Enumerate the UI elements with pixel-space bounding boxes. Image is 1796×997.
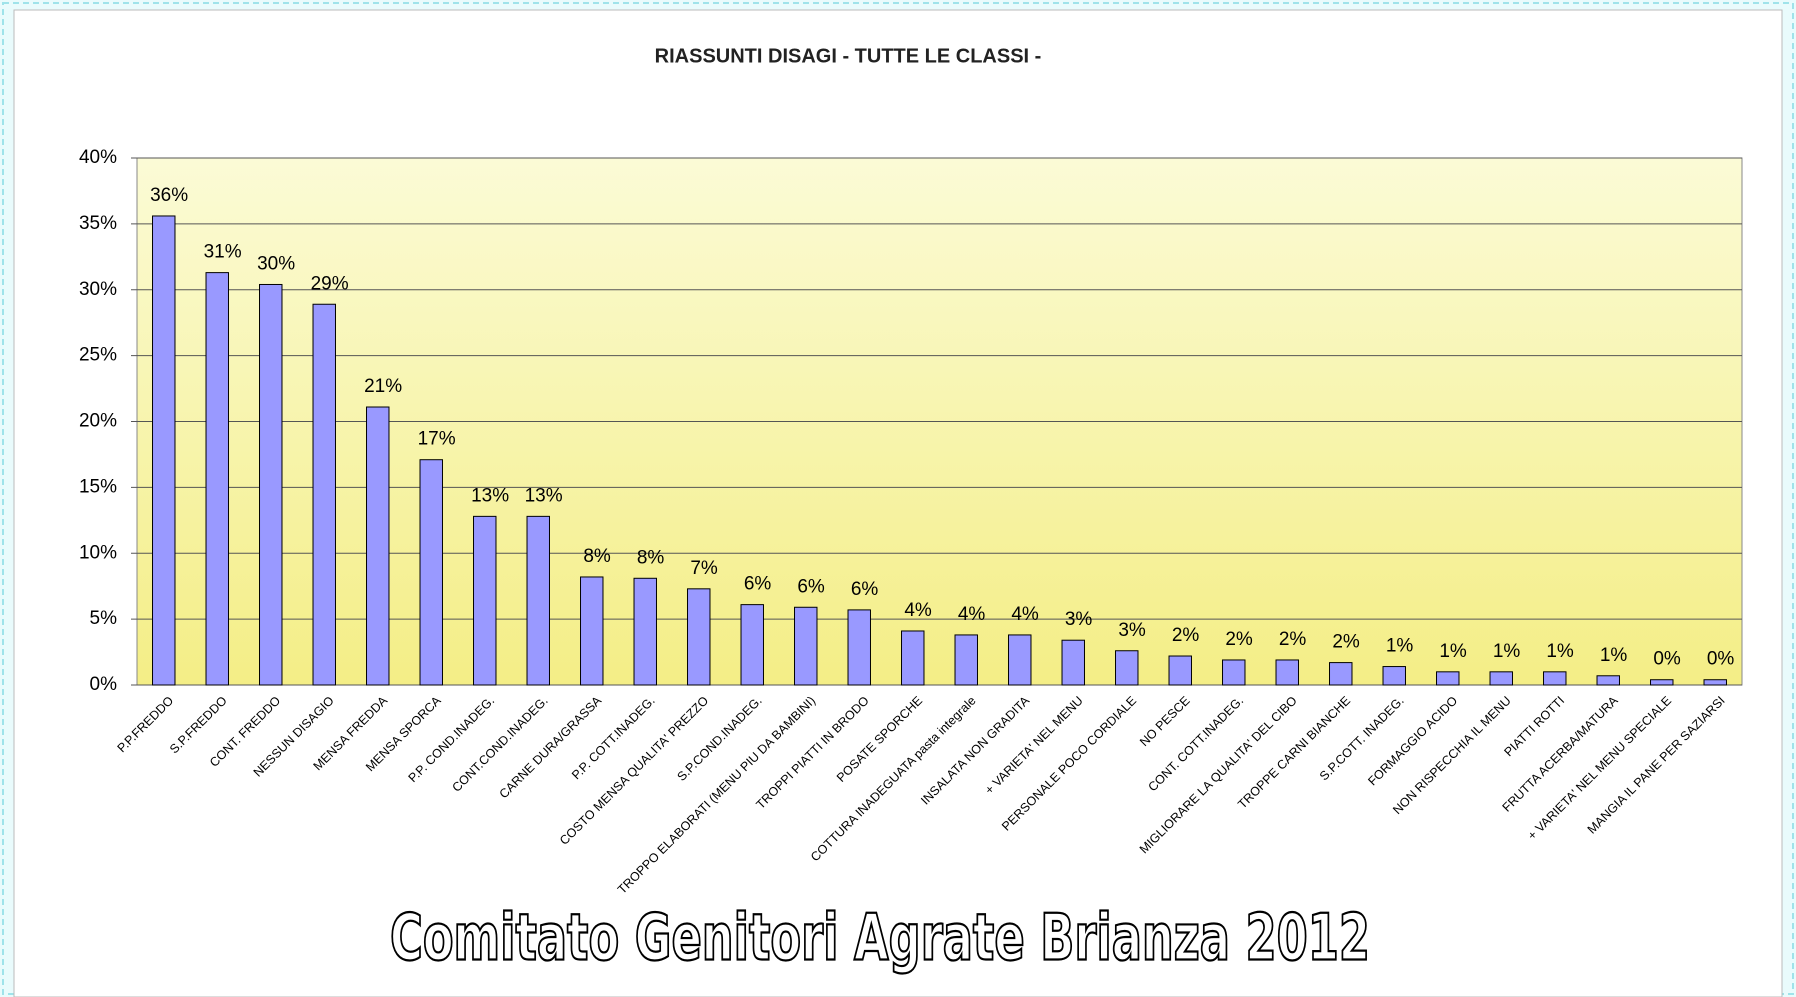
value-label: 17% bbox=[418, 429, 456, 450]
bar bbox=[1382, 666, 1406, 686]
chart-title: RIASSUNTI DISAGI - TUTTE LE CLASSI - bbox=[655, 45, 1042, 67]
value-label: 2% bbox=[1225, 629, 1253, 650]
value-label: 2% bbox=[1279, 629, 1307, 650]
value-label: 21% bbox=[364, 376, 402, 397]
bar bbox=[1115, 650, 1139, 686]
value-label: 1% bbox=[1386, 636, 1414, 657]
bar bbox=[1650, 679, 1674, 686]
bar bbox=[740, 604, 764, 686]
bar bbox=[633, 577, 657, 686]
value-label: 13% bbox=[525, 485, 563, 506]
value-label: 8% bbox=[637, 547, 665, 568]
bar bbox=[1489, 671, 1513, 686]
bar bbox=[1703, 679, 1727, 686]
y-tick-label: 35% bbox=[79, 213, 117, 234]
value-label: 1% bbox=[1600, 645, 1628, 666]
bar bbox=[580, 576, 604, 686]
bar bbox=[1222, 659, 1246, 686]
value-label: 0% bbox=[1653, 649, 1681, 670]
bar bbox=[954, 634, 978, 686]
value-label: 4% bbox=[958, 604, 986, 625]
y-tick-label: 40% bbox=[79, 147, 117, 168]
bar bbox=[526, 515, 550, 686]
bar bbox=[847, 609, 871, 686]
value-label: 0% bbox=[1707, 649, 1735, 670]
y-tick-label: 5% bbox=[90, 608, 118, 629]
value-label: 7% bbox=[690, 558, 718, 579]
value-label: 3% bbox=[1118, 620, 1146, 641]
bar bbox=[312, 303, 336, 686]
value-label: 31% bbox=[204, 242, 242, 263]
footer: Comitato Genitori Agrate Brianza 2012 bbox=[390, 902, 1370, 976]
y-tick-label: 15% bbox=[79, 476, 117, 497]
bar bbox=[1329, 662, 1353, 686]
value-label: 2% bbox=[1172, 625, 1200, 646]
bar bbox=[205, 272, 229, 686]
bar bbox=[366, 406, 390, 686]
bar bbox=[1008, 634, 1032, 686]
bar bbox=[687, 588, 711, 686]
bar bbox=[794, 606, 818, 686]
value-label: 6% bbox=[851, 579, 879, 600]
bar bbox=[1061, 639, 1085, 686]
bar bbox=[1543, 671, 1567, 686]
value-label: 8% bbox=[583, 546, 611, 567]
value-label: 36% bbox=[150, 185, 188, 206]
y-tick-label: 10% bbox=[79, 542, 117, 563]
bar bbox=[259, 283, 283, 686]
bar bbox=[1596, 675, 1620, 686]
value-label: 6% bbox=[744, 574, 772, 595]
bar bbox=[901, 630, 925, 686]
bar bbox=[1436, 671, 1460, 686]
value-label: 13% bbox=[471, 485, 509, 506]
y-tick-label: 20% bbox=[79, 411, 117, 432]
bar bbox=[419, 459, 443, 686]
y-tick-label: 0% bbox=[90, 674, 118, 695]
y-tick-label: 25% bbox=[79, 345, 117, 366]
bar bbox=[473, 515, 497, 686]
bar bbox=[1275, 659, 1299, 686]
value-label: 2% bbox=[1332, 632, 1360, 653]
value-label: 30% bbox=[257, 253, 295, 274]
value-label: 29% bbox=[311, 273, 349, 294]
value-label: 1% bbox=[1439, 641, 1467, 662]
value-label: 1% bbox=[1493, 641, 1521, 662]
bar bbox=[152, 215, 176, 686]
y-tick-label: 30% bbox=[79, 279, 117, 300]
value-label: 1% bbox=[1546, 641, 1574, 662]
value-label: 4% bbox=[1011, 604, 1039, 625]
bar bbox=[1168, 655, 1192, 686]
value-label: 4% bbox=[904, 600, 932, 621]
value-label: 3% bbox=[1065, 609, 1093, 630]
value-label: 6% bbox=[797, 576, 825, 597]
